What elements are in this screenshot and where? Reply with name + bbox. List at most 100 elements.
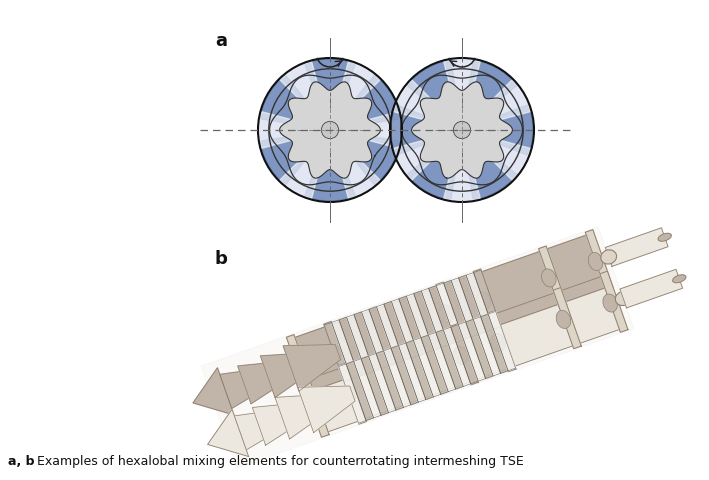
Polygon shape [406, 294, 434, 353]
Polygon shape [399, 296, 426, 355]
Polygon shape [458, 322, 486, 381]
Polygon shape [391, 346, 418, 405]
Polygon shape [406, 340, 433, 399]
Polygon shape [305, 59, 355, 130]
Polygon shape [586, 229, 613, 291]
Polygon shape [488, 311, 516, 372]
Polygon shape [462, 80, 530, 130]
Polygon shape [260, 75, 330, 130]
Polygon shape [413, 338, 441, 397]
Polygon shape [376, 351, 403, 410]
Polygon shape [346, 361, 374, 420]
Polygon shape [339, 364, 366, 423]
Ellipse shape [556, 311, 571, 328]
Polygon shape [252, 402, 308, 445]
Polygon shape [283, 345, 340, 391]
Polygon shape [339, 317, 367, 376]
Polygon shape [412, 82, 513, 178]
Polygon shape [259, 112, 330, 148]
Polygon shape [354, 359, 381, 418]
Polygon shape [324, 323, 352, 382]
Circle shape [321, 121, 339, 139]
Polygon shape [462, 130, 530, 180]
Ellipse shape [491, 333, 506, 351]
Polygon shape [330, 130, 380, 199]
Polygon shape [330, 112, 401, 148]
Polygon shape [462, 105, 533, 156]
Ellipse shape [454, 347, 468, 365]
Ellipse shape [341, 386, 356, 404]
Polygon shape [280, 130, 330, 199]
Polygon shape [398, 343, 426, 402]
Circle shape [391, 59, 533, 201]
Polygon shape [436, 330, 463, 389]
Polygon shape [260, 353, 317, 397]
Polygon shape [332, 320, 359, 379]
Text: b: b [215, 250, 228, 268]
Polygon shape [444, 59, 481, 130]
Polygon shape [429, 286, 456, 345]
Ellipse shape [289, 358, 304, 375]
Polygon shape [391, 299, 419, 358]
Polygon shape [444, 280, 471, 340]
Polygon shape [391, 105, 462, 156]
Polygon shape [553, 288, 581, 348]
Polygon shape [354, 312, 381, 371]
Polygon shape [330, 75, 400, 130]
Polygon shape [600, 271, 628, 332]
Polygon shape [220, 368, 275, 408]
Polygon shape [291, 235, 604, 392]
Polygon shape [193, 368, 234, 415]
Polygon shape [208, 409, 249, 456]
Polygon shape [362, 309, 389, 369]
Polygon shape [330, 61, 380, 130]
Ellipse shape [658, 233, 671, 241]
Polygon shape [279, 82, 381, 178]
Polygon shape [462, 130, 517, 200]
Polygon shape [201, 227, 634, 468]
Polygon shape [473, 269, 501, 330]
Polygon shape [369, 307, 396, 366]
Polygon shape [444, 130, 481, 201]
Ellipse shape [542, 269, 556, 287]
Polygon shape [539, 246, 566, 307]
Polygon shape [238, 361, 294, 404]
Ellipse shape [673, 275, 686, 283]
Ellipse shape [615, 291, 631, 306]
Polygon shape [306, 277, 618, 433]
Polygon shape [488, 312, 515, 371]
Polygon shape [338, 363, 367, 424]
Polygon shape [407, 60, 462, 130]
Polygon shape [451, 278, 479, 337]
Polygon shape [384, 348, 411, 408]
Polygon shape [474, 270, 501, 329]
Ellipse shape [476, 292, 491, 310]
Polygon shape [393, 80, 462, 130]
Text: a: a [215, 32, 227, 50]
Polygon shape [414, 291, 441, 350]
Polygon shape [462, 60, 517, 130]
Polygon shape [324, 322, 352, 383]
Polygon shape [301, 376, 329, 437]
Polygon shape [235, 409, 290, 450]
Polygon shape [330, 130, 400, 185]
Polygon shape [376, 304, 404, 363]
Circle shape [453, 121, 471, 139]
Polygon shape [481, 314, 508, 373]
Polygon shape [466, 319, 493, 379]
Polygon shape [369, 353, 396, 413]
Polygon shape [620, 269, 683, 308]
Polygon shape [473, 317, 501, 376]
Polygon shape [305, 130, 355, 201]
Polygon shape [286, 335, 315, 396]
Ellipse shape [304, 399, 318, 417]
Polygon shape [298, 386, 355, 432]
Polygon shape [436, 283, 464, 342]
Ellipse shape [327, 344, 341, 362]
Polygon shape [275, 394, 332, 439]
Ellipse shape [439, 305, 453, 323]
Text: a, b: a, b [8, 455, 35, 468]
Ellipse shape [603, 294, 618, 312]
Polygon shape [605, 228, 668, 266]
Polygon shape [450, 324, 479, 385]
